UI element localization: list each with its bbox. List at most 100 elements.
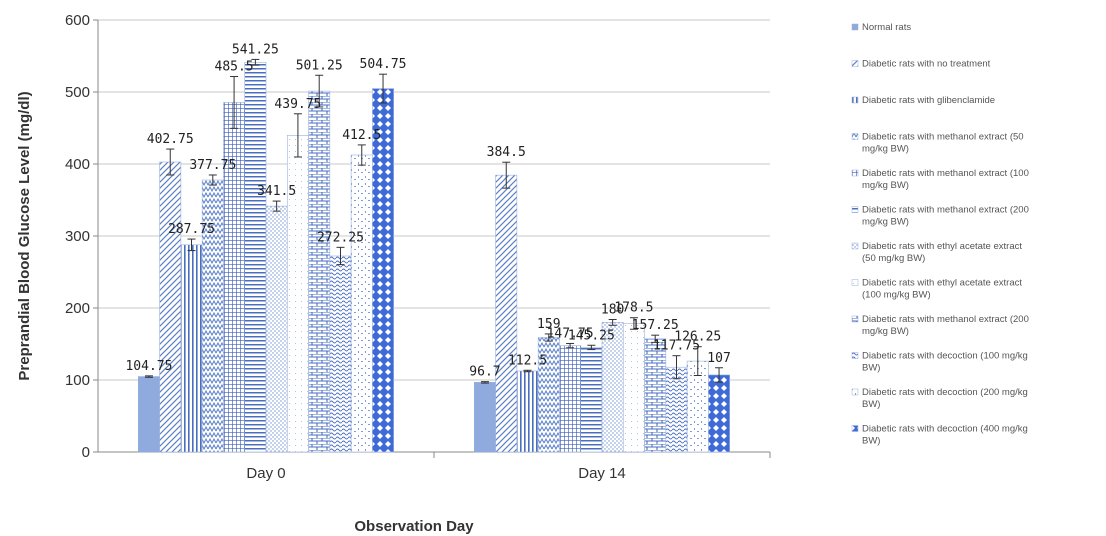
- legend-swatch: [851, 133, 859, 140]
- data-label: 112.5: [508, 353, 547, 368]
- bars: [138, 58, 730, 453]
- bar: [474, 382, 496, 453]
- data-label: 104.75: [125, 359, 172, 374]
- legend-item: Diabetic rats with decoction (200 mg/kgB…: [851, 387, 1028, 410]
- data-label: 117.75: [653, 339, 700, 354]
- bar: [223, 102, 246, 453]
- legend-label: BW): [862, 363, 880, 374]
- legend-label: mg/kg BW): [862, 144, 909, 155]
- legend-label: Diabetic rats with methanol extract (200: [862, 205, 1029, 216]
- legend-label: (100 mg/kg BW): [862, 290, 931, 301]
- bar: [159, 161, 182, 453]
- bar: [622, 323, 645, 453]
- legend-swatch: [851, 279, 859, 286]
- legend-swatch: [851, 242, 859, 250]
- y-tick-label: 500: [65, 84, 90, 101]
- legend-swatch: [851, 60, 859, 67]
- bar: [265, 205, 288, 453]
- legend-label: mg/kg BW): [862, 180, 909, 191]
- legend-item: Diabetic rats with ethyl acetate extract…: [851, 241, 1022, 264]
- legend-label: Diabetic rats with methanol extract (200: [862, 314, 1029, 325]
- data-label: 541.25: [232, 42, 279, 57]
- legend-swatch: [851, 206, 859, 213]
- data-label: 157.25: [632, 318, 679, 333]
- y-tick-label: 200: [65, 300, 90, 317]
- y-tick-label: 400: [65, 156, 90, 173]
- bar: [244, 61, 267, 453]
- bar: [350, 154, 373, 453]
- data-label: 501.25: [296, 58, 343, 73]
- y-tick-label: 300: [65, 228, 90, 245]
- legend-label: Diabetic rats with glibenclamide: [862, 95, 995, 106]
- x-tick-label: Day 14: [578, 465, 626, 482]
- legend-label: Normal rats: [862, 22, 911, 33]
- legend-label: Diabetic rats with ethyl acetate extract: [862, 241, 1022, 252]
- bar: [495, 174, 518, 453]
- data-label: 126.25: [674, 330, 721, 345]
- legend-item: Diabetic rats with decoction (100 mg/kgB…: [851, 351, 1028, 374]
- legend-label: Diabetic rats with decoction (200 mg/kg: [862, 387, 1028, 398]
- legend: Normal rats Diabetic rats with no treatme…: [851, 22, 1029, 447]
- legend-label: mg/kg BW): [862, 326, 909, 337]
- x-axis-title: Observation Day: [354, 518, 474, 535]
- bar: [180, 244, 203, 453]
- data-label: 412.5: [342, 128, 381, 143]
- data-label: 402.75: [147, 132, 194, 147]
- legend-item: Diabetic rats with decoction (400 mg/kgB…: [851, 424, 1028, 447]
- legend-item: Normal rats: [851, 22, 911, 33]
- bar: [644, 338, 667, 453]
- legend-label: Diabetic rats with methanol extract (100: [862, 168, 1029, 179]
- legend-swatch: [851, 169, 859, 177]
- data-label: 287.75: [168, 222, 215, 237]
- legend-label: Diabetic rats with methanol extract (50: [862, 132, 1024, 143]
- bar: [708, 374, 730, 453]
- legend-label: mg/kg BW): [862, 217, 909, 228]
- data-label: 504.75: [360, 57, 407, 72]
- legend-swatch: [851, 23, 859, 31]
- x-tick-label: Day 0: [246, 465, 285, 482]
- data-label: 485.5: [215, 60, 254, 75]
- bar: [516, 370, 539, 453]
- y-tick-label: 0: [82, 444, 90, 461]
- y-tick-label: 100: [65, 372, 90, 389]
- legend-swatch: [851, 388, 859, 396]
- bar: [138, 376, 160, 453]
- legend-label: (50 mg/kg BW): [862, 253, 925, 264]
- legend-label: BW): [862, 399, 880, 410]
- legend-swatch: [851, 96, 859, 104]
- y-tick-label: 600: [65, 12, 90, 29]
- bar: [201, 179, 224, 453]
- data-labels: 104.75 96.7 402.75 384.5 287.75 112.5 377.75 15…: [125, 42, 730, 379]
- legend-label: Diabetic rats with no treatment: [862, 59, 991, 70]
- bar: [559, 345, 582, 453]
- bar: [372, 88, 394, 453]
- legend-item: Diabetic rats with glibenclamide: [851, 95, 995, 106]
- data-label: 341.5: [257, 184, 296, 199]
- data-label: 439.75: [274, 97, 321, 112]
- data-label: 107: [707, 351, 730, 366]
- bar: [329, 255, 352, 453]
- legend-swatch: [851, 425, 859, 432]
- bar: [308, 90, 331, 453]
- legend-item: Diabetic rats with ethyl acetate extract…: [851, 278, 1022, 301]
- legend-item: Diabetic rats with no treatment: [851, 59, 991, 70]
- bar: [665, 366, 688, 453]
- bar: [580, 347, 603, 453]
- legend-item: Diabetic rats with methanol extract (200…: [851, 205, 1029, 228]
- data-label: 272.25: [317, 230, 364, 245]
- data-label: 384.5: [487, 145, 526, 160]
- legend-label: Diabetic rats with ethyl acetate extract: [862, 278, 1022, 289]
- legend-item: Diabetic rats with methanol extract (200…: [851, 314, 1029, 337]
- bar: [286, 135, 309, 453]
- data-label: 377.75: [189, 158, 236, 173]
- legend-item: Diabetic rats with methanol extract (100…: [851, 168, 1029, 191]
- data-label: 96.7: [469, 365, 500, 380]
- data-label: 145.25: [568, 328, 615, 343]
- legend-swatch: [851, 315, 859, 323]
- data-label: 178.5: [614, 301, 653, 316]
- legend-label: Diabetic rats with decoction (400 mg/kg: [862, 424, 1028, 435]
- legend-item: Diabetic rats with methanol extract (50m…: [851, 132, 1024, 155]
- data-label: 147.75: [547, 326, 594, 341]
- legend-label: BW): [862, 436, 880, 447]
